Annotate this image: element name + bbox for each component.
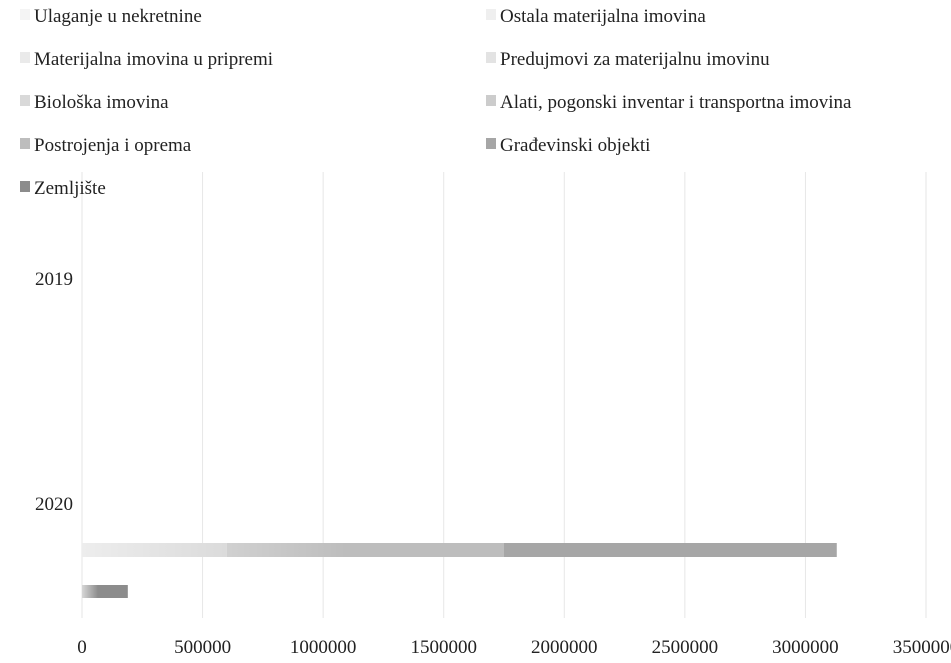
category-labels: 2019 2020 — [35, 269, 73, 515]
legend-item: Biološka imovina — [20, 92, 169, 113]
legend-swatch — [20, 138, 30, 149]
x-tick-label: 1500000 — [410, 637, 477, 658]
legend-item: Građevinski objekti — [486, 135, 650, 156]
legend-item: Predujmovi za materijalnu imovinu — [486, 49, 770, 70]
legend-swatch — [20, 95, 30, 106]
x-tick-label: 2500000 — [652, 637, 719, 658]
legend-item: Ostala materijalna imovina — [486, 6, 706, 27]
legend-label: Zemljište — [34, 178, 106, 199]
bar-shading — [82, 543, 837, 557]
grid — [81, 172, 927, 618]
legend-item: Postrojenja i oprema — [20, 135, 192, 156]
legend-swatch — [486, 138, 496, 149]
legend-item: Ulaganje u nekretnine — [20, 6, 202, 27]
legend-swatch — [20, 9, 30, 20]
legend-swatch — [20, 52, 30, 63]
legend-label: Materijalna imovina u pripremi — [34, 49, 273, 70]
x-tick-label: 3000000 — [772, 637, 839, 658]
legend-swatch — [486, 95, 496, 106]
legend-label: Postrojenja i oprema — [34, 135, 192, 156]
x-tick-label: 3500000 — [893, 637, 951, 658]
bar-shading — [82, 585, 128, 598]
x-axis-tick-labels: 0 500000 1000000 1500000 2000000 2500000 30000… — [77, 637, 951, 658]
legend-swatch — [486, 9, 496, 20]
legend-swatch — [20, 181, 30, 192]
x-tick-label: 2000000 — [531, 637, 598, 658]
legend-label: Ostala materijalna imovina — [500, 6, 706, 27]
legend-label: Alati, pogonski inventar i transportna i… — [500, 92, 852, 113]
x-tick-label: 1000000 — [290, 637, 357, 658]
x-tick-label: 0 — [77, 637, 87, 658]
legend-label: Biološka imovina — [34, 92, 169, 113]
legend-label: Ulaganje u nekretnine — [34, 6, 202, 27]
legend-swatch — [486, 52, 496, 63]
legend: Ulaganje u nekretnine Ostala materijalna … — [20, 6, 852, 199]
x-tick-label: 500000 — [174, 637, 231, 658]
category-label: 2019 — [35, 269, 73, 290]
bars — [82, 543, 837, 598]
legend-item: Materijalna imovina u pripremi — [20, 49, 273, 70]
legend-label: Građevinski objekti — [500, 135, 650, 156]
legend-item: Alati, pogonski inventar i transportna i… — [486, 92, 852, 113]
legend-item: Zemljište — [20, 178, 106, 199]
category-label: 2020 — [35, 494, 73, 515]
legend-label: Predujmovi za materijalnu imovinu — [500, 49, 770, 70]
